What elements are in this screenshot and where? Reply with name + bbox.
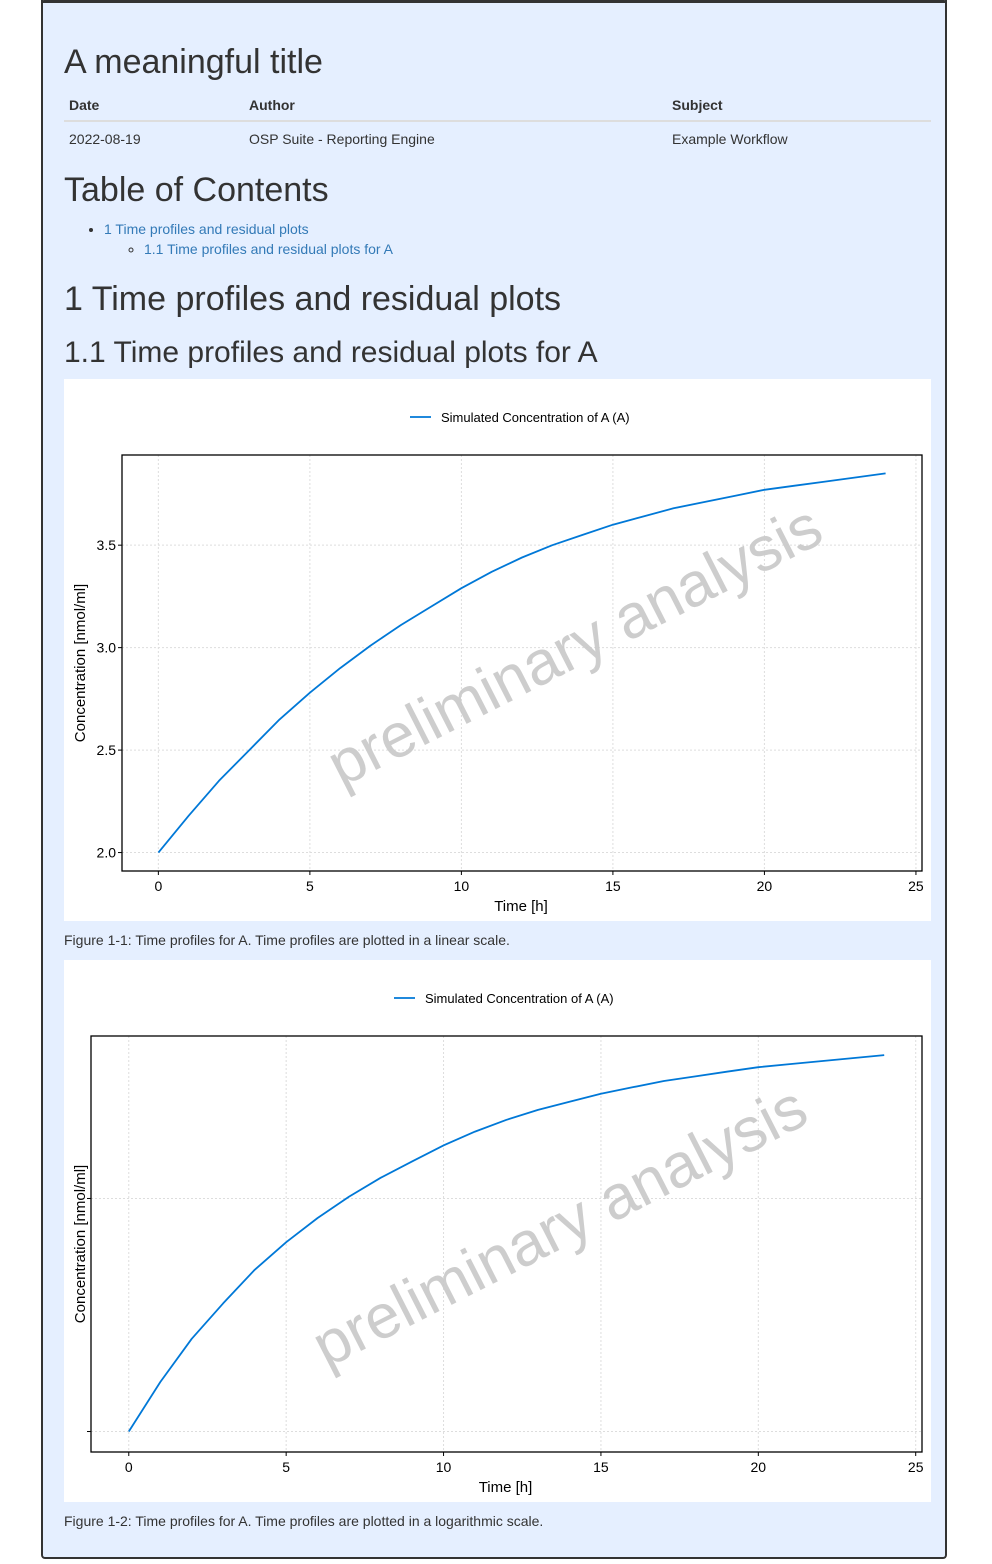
toc-link-section-1[interactable]: 1 Time profiles and residual plots (104, 221, 309, 237)
x-tick-label: 20 (757, 878, 773, 894)
figure-caption-log: Figure 1-2: Time profiles for A. Time pr… (64, 1513, 544, 1529)
x-axis-label: Time [h] (479, 1479, 533, 1496)
subject-value: Example Workflow (672, 131, 788, 147)
toc-list: 1 Time profiles and residual plots 1.1 T… (64, 219, 393, 259)
author-value: OSP Suite - Reporting Engine (249, 131, 435, 147)
y-tick-label: 2.5 (97, 742, 117, 758)
y-axis-label: Concentration [nmol/ml] (72, 584, 89, 742)
toc-link-section-1-1[interactable]: 1.1 Time profiles and residual plots for… (144, 241, 394, 257)
chart-log: 0 5 10 15 20 25 Time [h] Concentration [nmol/ml… (72, 991, 924, 1496)
x-tick-label: 20 (751, 1459, 767, 1475)
toc-item: 1 Time profiles and residual plots 1.1 T… (104, 219, 393, 259)
y-tick-label: 3.5 (97, 537, 117, 553)
toc-sublist: 1.1 Time profiles and residual plots for… (104, 239, 393, 259)
figure-linear: 0 5 10 15 20 25 2.0 2.5 3.0 3.5 Time [h] Concentrat… (64, 379, 931, 921)
series-line (128, 1054, 885, 1432)
x-tick-label: 25 (908, 1459, 924, 1475)
x-tick-label: 0 (154, 878, 162, 894)
x-tick-label: 5 (306, 878, 314, 894)
chart-linear: 0 5 10 15 20 25 2.0 2.5 3.0 3.5 Time [h] Concentrat… (72, 410, 924, 915)
series-line (157, 472, 886, 854)
metadata-value-row: 2022-08-19 OSP Suite - Reporting Engine … (64, 121, 931, 156)
watermark-text: preliminary analysis (301, 1072, 817, 1381)
figure-log: 0 5 10 15 20 25 Time [h] Concentration [nmol/ml… (64, 960, 931, 1502)
legend-label: Simulated Concentration of A (A) (425, 991, 614, 1006)
date-value: 2022-08-19 (69, 131, 141, 147)
toc-heading: Table of Contents (64, 171, 329, 209)
date-header: Date (64, 94, 244, 122)
x-tick-label: 0 (125, 1459, 133, 1475)
subsection-heading: 1.1 Time profiles and residual plots for… (64, 336, 598, 369)
figure-caption-linear: Figure 1-1: Time profiles for A. Time pr… (64, 932, 510, 948)
x-tick-label: 15 (593, 1459, 609, 1475)
report-metadata-table: Date Author Subject 2022-08-19 OSP Suite… (64, 94, 931, 156)
section-heading: 1 Time profiles and residual plots (64, 280, 562, 318)
x-axis-label: Time [h] (494, 898, 548, 915)
plot-panel-border (121, 454, 923, 872)
legend-label: Simulated Concentration of A (A) (441, 410, 630, 425)
x-tick-label: 10 (436, 1459, 452, 1475)
x-tick-label: 25 (908, 878, 924, 894)
x-tick-label: 5 (282, 1459, 290, 1475)
metadata-header-row: Date Author Subject (64, 94, 931, 122)
x-tick-label: 10 (454, 878, 470, 894)
page-title: A meaningful title (64, 43, 323, 81)
x-tick-label: 15 (605, 878, 621, 894)
plot-panel-border (90, 1035, 923, 1453)
y-axis-label: Concentration [nmol/ml] (72, 1165, 89, 1323)
subject-header: Subject (667, 94, 931, 122)
y-tick-label: 3.0 (97, 640, 117, 656)
toc-item: 1.1 Time profiles and residual plots for… (144, 239, 393, 259)
y-tick-label: 2.0 (97, 845, 117, 861)
author-header: Author (244, 94, 667, 122)
